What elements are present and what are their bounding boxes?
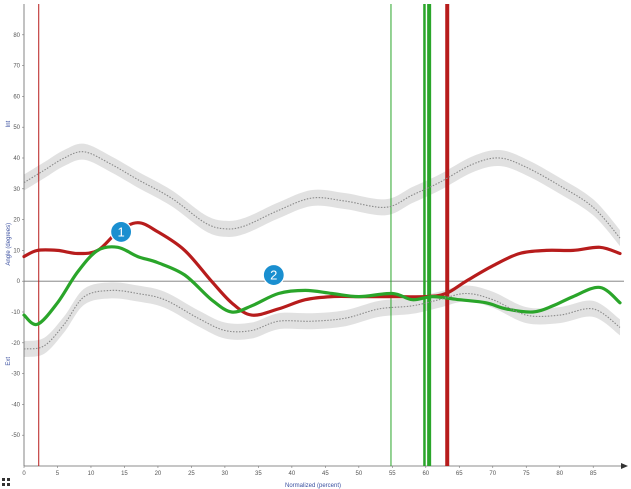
x-tick-label: 55 (389, 471, 396, 477)
normative-mean-line (23, 289, 621, 350)
y-axis-label: Angle (degrees) (6, 223, 12, 266)
y-tick-label: -40 (11, 402, 20, 408)
x-tick-label: 25 (188, 471, 195, 477)
x-tick-label: 20 (155, 471, 162, 477)
y-tick-label: -30 (11, 372, 20, 378)
x-tick-label: 70 (489, 471, 496, 477)
green-series-line (22, 245, 622, 327)
x-tick-label: 50 (355, 471, 362, 477)
callout-label: 1 (117, 224, 124, 239)
x-tick-label: 30 (222, 471, 229, 477)
normative-band-area (24, 143, 620, 247)
y-axis-top-label: Int (6, 120, 12, 127)
normative-mean-line (23, 151, 621, 239)
x-tick-label: 45 (322, 471, 329, 477)
callout-markers: 12 (110, 220, 285, 287)
y-tick-label: -50 (11, 433, 20, 439)
x-tick-label: 85 (590, 471, 597, 477)
y-tick-label: 50 (13, 125, 20, 131)
x-axis-arrow (621, 463, 628, 469)
y-tick-label: -20 (11, 341, 20, 347)
y-tick-label: 30 (13, 187, 20, 193)
x-tick-label: 15 (121, 471, 128, 477)
y-tick-label: 20 (13, 218, 20, 224)
callout-marker (110, 220, 133, 244)
chart-axes (22, 4, 628, 469)
y-tick-label: 10 (13, 248, 20, 254)
y-tick-label: 40 (13, 156, 20, 162)
x-tick-label: 60 (422, 471, 429, 477)
tick-labels: 80 70 60 50 40 30 20 10 0 -10 -20 -30 -40 -50 0 5 10 15 20… (11, 33, 597, 477)
y-tick-label: -10 (11, 310, 20, 316)
x-tick-label: 5 (56, 471, 60, 477)
x-tick-label: 80 (556, 471, 563, 477)
series-lines (22, 151, 622, 350)
y-tick-label: 60 (13, 94, 20, 100)
y-axis-bottom-label: Ext (6, 357, 12, 366)
callout-label: 2 (270, 268, 277, 283)
x-axis-label: Normalized (percent) (285, 483, 341, 489)
event-lines (38, 4, 450, 466)
x-tick-label: 0 (22, 471, 26, 477)
x-tick-label: 75 (523, 471, 530, 477)
x-tick-label: 10 (88, 471, 95, 477)
x-tick-label: 40 (289, 471, 296, 477)
callout-marker (262, 263, 285, 287)
y-tick-label: 0 (17, 279, 21, 285)
x-tick-label: 35 (255, 471, 262, 477)
y-tick-label: 80 (13, 33, 20, 39)
y-tick-label: 70 (13, 64, 20, 70)
x-tick-label: 65 (456, 471, 463, 477)
grid-icon[interactable] (2, 478, 10, 486)
